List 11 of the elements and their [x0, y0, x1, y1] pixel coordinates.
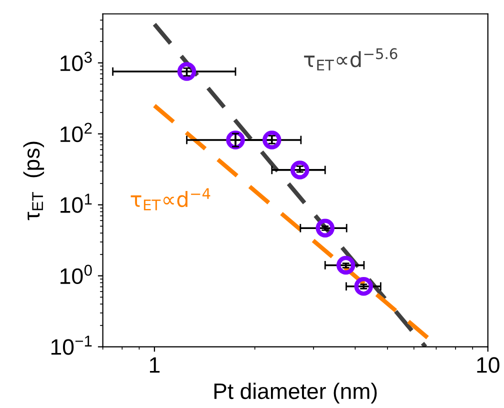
y-axis-title: τ$_{ET}$ (ps) — [23, 142, 44, 220]
y-tick-label: 10$^{3}$ — [60, 52, 92, 72]
y-tick-label: 10$^{2}$ — [60, 122, 92, 142]
y-tick-label: 10$^{1}$ — [60, 194, 92, 213]
y-tick-label: 10$^{0}$ — [60, 264, 92, 284]
series-label: τ$_{ET}$∝d$^{−4}$ — [130, 188, 210, 210]
x-tick-label: 10 — [477, 357, 500, 373]
x-tick-label: 1 — [150, 357, 160, 373]
text: τ$_{ET}$∝d$^{−5.6}$ — [304, 48, 398, 70]
x-axis-title: Pt diameter (nm) — [214, 382, 377, 404]
y-tick-label: 10$^{−1}$ — [51, 336, 92, 355]
